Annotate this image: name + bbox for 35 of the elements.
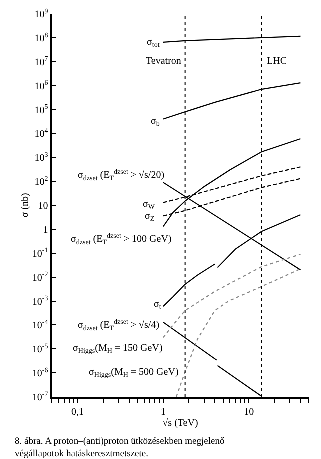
y-tick-label: 10$^{-4}$ [32,318,49,332]
y-tick-label: 1 [43,224,48,236]
y-tick-label: 10 [38,201,48,212]
series-label: σ$_{Z}$ [145,211,155,224]
series-label: σ$_{t}$ [154,299,162,312]
x-axis-title: √s (TeV) [162,418,198,429]
y-tick-label: 10$^{-7}$ [32,390,49,404]
text: 8. ábra. A proton–(anti)proton ütközésekben megjelenő végállapotok hatáskeresztmetszete. [15,437,225,459]
series-label: σ$_{tot}$ [147,37,160,50]
x-tick-label: 0,1 [72,406,84,418]
y-tick-label: 10$^{7}$ [34,55,49,68]
y-tick-label: 10$^{-5}$ [32,342,49,356]
series-label: σ$_{b}$ [151,116,160,128]
y-tick-label: 10$^{-6}$ [32,366,49,380]
y-tick-label: 10$^{9}$ [34,7,49,20]
series-label: σ$_{dzset}$ (E$_{T}$$^{dzset}$ > √s/4) [78,318,160,332]
series-label: σ$_{dzset}$ (E$_{T}$$^{dzset}$ > 100 GeV) [71,232,172,246]
y-tick-label: 10$^{2}$ [34,174,49,188]
x-tick-label: 1 [160,406,166,418]
y-tick-label: 10$^{3}$ [34,150,49,164]
ref-line-label: LHC [267,56,288,67]
y-tick-label: 10$^{8}$ [34,31,49,44]
ref-line-label: Tevatron [146,56,182,67]
y-tick-label: 10$^{5}$ [34,103,49,116]
y-axis-title: σ (nb) [20,193,31,218]
series-label: σ$_{W}$ [143,199,156,212]
x-tick-label: 10 [244,406,254,418]
y-tick-label: 10$^{-3}$ [32,294,49,308]
y-tick-label: 10$^{-1}$ [32,246,49,260]
y-tick-label: 10$^{6}$ [34,79,49,92]
y-tick-label: 10$^{-2}$ [32,270,49,284]
y-tick-label: 10$^{4}$ [34,126,49,140]
series-label: σ$_{Higgs}$(M$_{H}$ = 500 GeV) [89,367,179,380]
series-label: σ$_{dzset}$ (E$_{T}$$^{dzset}$ > √s/20) [78,168,165,182]
series-label: σ$_{Higgs}$(M$_{H}$ = 150 GeV) [73,343,163,356]
